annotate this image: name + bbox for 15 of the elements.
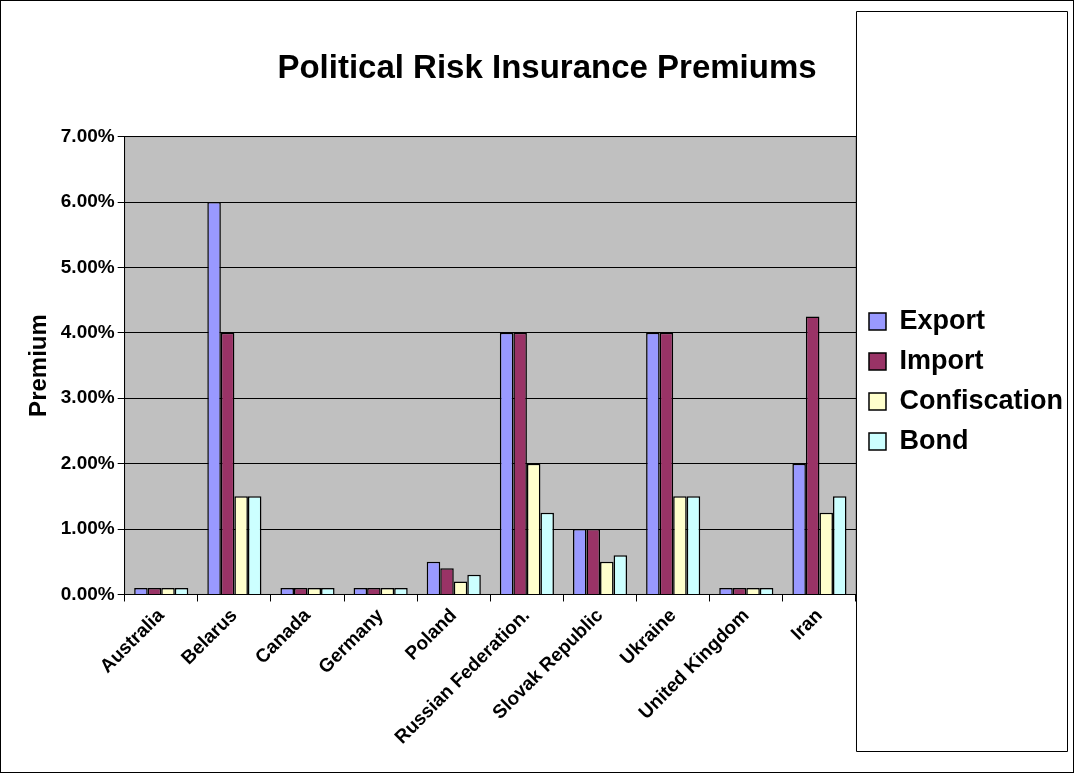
y-tick-label: 5.00% — [60, 255, 115, 277]
y-tick-label: 7.00% — [60, 124, 115, 146]
y-tick-label: 4.00% — [60, 321, 115, 343]
x-tick-label: Iran — [786, 604, 826, 644]
chart-title: Political Risk Insurance Premiums — [277, 47, 817, 85]
y-tick-label: 2.00% — [60, 451, 115, 473]
y-tick-label: 3.00% — [60, 386, 115, 408]
legend-label: Import — [899, 344, 984, 375]
y-tick-label: 1.00% — [60, 517, 115, 539]
y-tick-label: 6.00% — [60, 190, 115, 212]
legend-label: Export — [899, 304, 986, 335]
legend-label: Bond — [899, 424, 969, 455]
legend-label: Confiscation — [899, 384, 1064, 415]
y-tick-label: 0.00% — [60, 582, 115, 604]
y-axis-title: Premium — [24, 314, 52, 417]
